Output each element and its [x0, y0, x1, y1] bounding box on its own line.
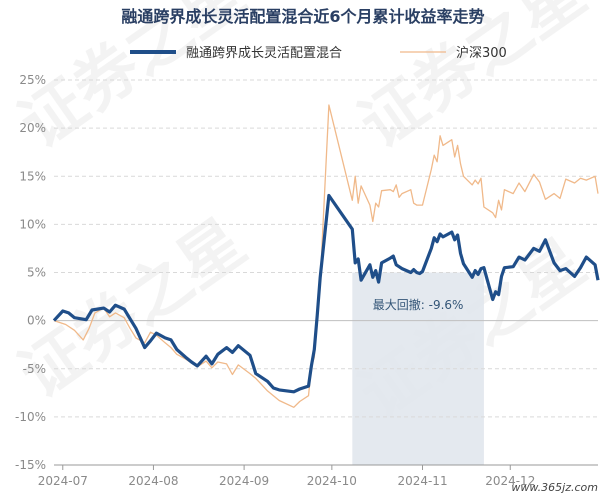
x-axis-ticks: 2024-07 2024-08 2024-09 2024-10 2024-11 2024-… [38, 464, 598, 488]
chart-title: 融通跨界成长灵活配置混合近6个月累计收益率走势 [121, 7, 484, 26]
legend: 融通跨界成长灵活配置混合 沪深300 [130, 45, 507, 61]
y-tick-label: 10% [19, 217, 46, 231]
plot-area: 25%20%15%10%5%0%-5%-10%-15% 2024-07 2024-… [15, 73, 600, 488]
watermark-text: 证券之星 [7, 206, 259, 413]
x-tick-label: 2024-12 [485, 474, 535, 488]
y-tick-label: 0% [27, 314, 46, 328]
x-tick-label: 2024-10 [307, 474, 357, 488]
x-tick-label: 2024-11 [397, 474, 447, 488]
y-tick-label: 5% [27, 266, 46, 280]
y-tick-label: 15% [19, 169, 46, 183]
y-tick-label: -5% [23, 362, 46, 376]
watermark-layer: 证券之星证券之星证券之星证券之星 [7, 0, 599, 433]
legend-label-fund: 融通跨界成长灵活配置混合 [186, 46, 342, 61]
y-tick-label: 20% [19, 121, 46, 135]
y-tick-label: 25% [19, 73, 46, 87]
y-axis-ticks: 25% 20% 15% 10% 5% 0% -5% -10% -15% [15, 73, 46, 472]
gridlines [54, 79, 598, 466]
y-tick-label: -15% [15, 458, 46, 472]
x-tick-label: 2024-07 [38, 474, 88, 488]
series-line-index [53, 104, 599, 408]
series-line-fund [52, 193, 600, 394]
x-tick-label: 2024-08 [128, 474, 178, 488]
x-tick-label: 2024-09 [219, 474, 269, 488]
y-tick-label: -10% [15, 410, 46, 424]
max-drawdown-label: 最大回撤: -9.6% [373, 297, 464, 312]
legend-label-index: 沪深300 [456, 45, 507, 61]
watermark-brand: www.365jz.com [511, 481, 598, 494]
